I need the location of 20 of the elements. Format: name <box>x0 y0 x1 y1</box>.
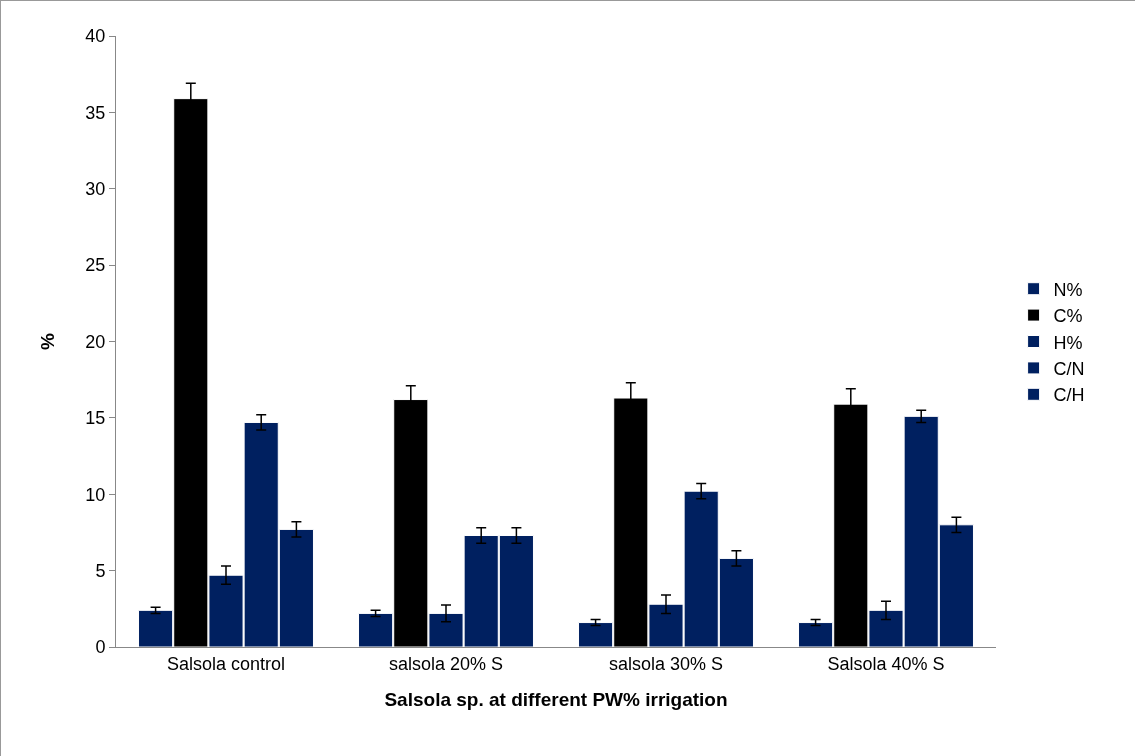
y-axis-title: % <box>37 332 59 350</box>
y-tick-label: 10 <box>85 484 106 505</box>
x-tick-label: Salsola 40% S <box>827 653 945 674</box>
legend-label: C/N <box>1053 358 1085 379</box>
y-tick-label: 30 <box>85 179 106 200</box>
y-tick-label: 5 <box>95 560 106 581</box>
legend-label: N% <box>1053 279 1083 300</box>
legend-label: C% <box>1053 306 1083 327</box>
x-tick-label: Salsola control <box>166 653 286 674</box>
legend-label: H% <box>1053 332 1083 353</box>
y-tick-label: 25 <box>85 255 106 276</box>
x-tick-label: salsola 30% S <box>608 653 724 674</box>
y-tick-label: 15 <box>85 408 106 429</box>
x-axis-title: Salsola sp. at different PW% irrigation <box>384 689 728 711</box>
x-tick-label: salsola 20% S <box>388 653 504 674</box>
y-tick-label: 0 <box>95 637 106 658</box>
y-tick-label: 20 <box>85 331 106 352</box>
y-tick-label: 35 <box>85 102 106 123</box>
legend-label: C/H <box>1053 385 1085 406</box>
y-tick-label: 40 <box>85 26 106 47</box>
